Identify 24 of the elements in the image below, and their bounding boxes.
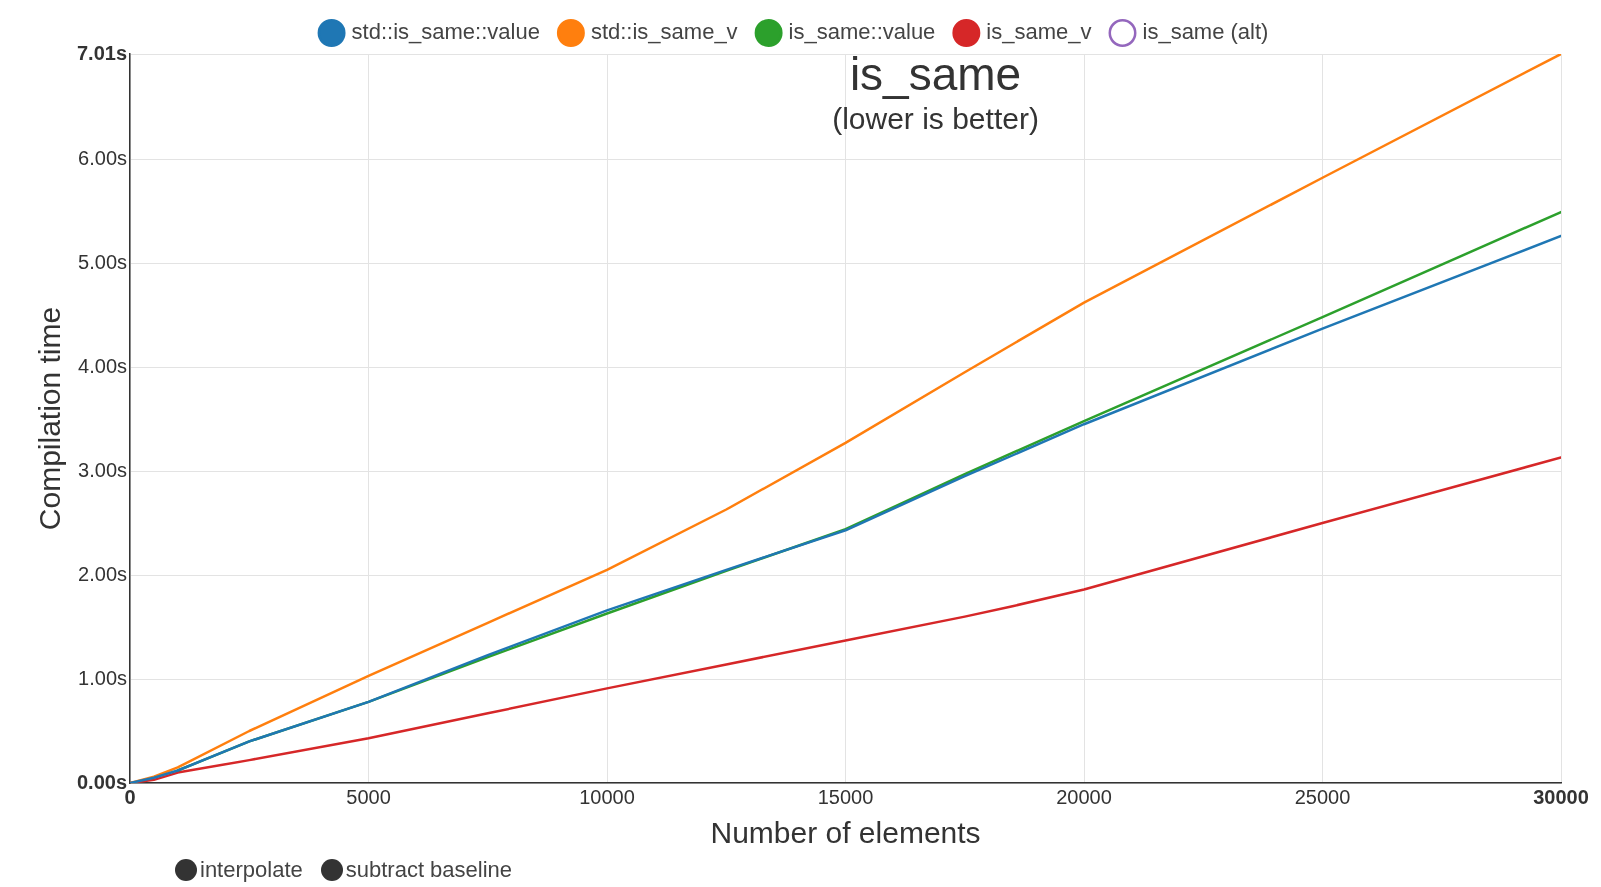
y-axis-title: Compilation time <box>33 306 67 531</box>
text: subtract baseline <box>345 857 513 883</box>
x-tick-label: 15000 <box>817 785 874 808</box>
x-tick-label: 30000 <box>1533 785 1589 808</box>
x-axis-title: Number of elements <box>710 816 981 850</box>
y-tick-label: 6.00s <box>78 146 128 169</box>
legend-label: std::is_same::value <box>351 19 540 45</box>
legend-label: is_same_v <box>986 19 1092 45</box>
chart-title: is_same <box>849 47 1022 100</box>
x-tick-label: 10000 <box>579 785 635 808</box>
y-tick-label: 7.01s <box>76 41 128 64</box>
y-tick-label: 5.00s <box>78 250 128 273</box>
x-tick-label: 25000 <box>1294 785 1351 808</box>
x-tick-label: 20000 <box>1056 785 1112 808</box>
y-tick-label: 1.00s <box>78 666 128 689</box>
legend-label: is_same::value <box>788 19 936 45</box>
text: interpolate <box>200 857 303 883</box>
y-tick-label: 4.00s <box>78 354 128 377</box>
text: (lower is better) <box>832 102 1039 136</box>
y-tick-label: 3.00s <box>78 458 128 481</box>
legend-label: std::is_same_v <box>590 19 738 45</box>
legend-label: is_same (alt) <box>1142 19 1269 45</box>
y-tick-label: 2.00s <box>78 562 128 585</box>
x-tick-label: 5000 <box>346 785 391 808</box>
